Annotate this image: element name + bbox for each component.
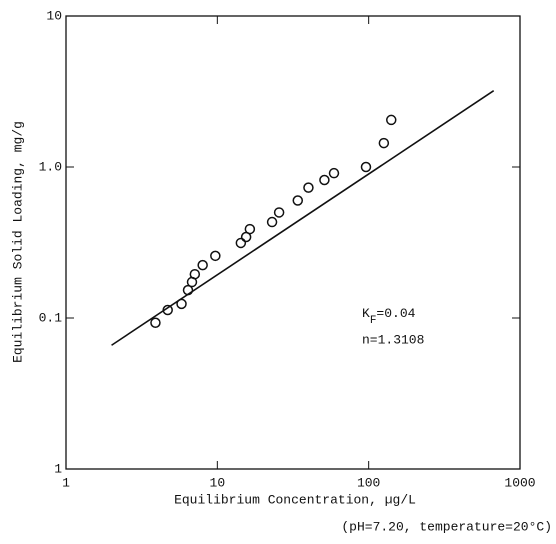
data-point: [273, 207, 285, 218]
y-tick-label: 1.0: [39, 159, 62, 174]
y-tick-label: 10: [46, 8, 62, 23]
y-axis-label: Equilibrium Solid Loading, mg/g: [10, 121, 25, 363]
data-point: [378, 137, 390, 149]
fit-line: [111, 90, 495, 346]
kf-subscript: F: [370, 315, 377, 327]
data-point: [319, 174, 330, 186]
data-point: [266, 216, 278, 228]
data-point: [292, 195, 304, 206]
x-axis-label: Equilibrium Concentration, µg/L: [174, 492, 416, 507]
note: (pH=7.20, temperature=20°C): [341, 519, 552, 534]
data-point: [244, 223, 256, 235]
data-point: [150, 317, 161, 329]
x-tick-label: 1000: [504, 475, 535, 490]
data-point: [210, 250, 221, 262]
kf-symbol: K: [362, 306, 370, 321]
data-point: [328, 167, 340, 179]
y-tick-label: 0.1: [39, 310, 63, 325]
data-point: [182, 284, 194, 296]
data-point: [197, 259, 208, 271]
annotation-kf: KF=0.04: [362, 306, 416, 326]
plot-frame: [65, 15, 521, 470]
x-tick-label: 100: [357, 475, 380, 490]
annotation-n: n=1.3108: [362, 332, 424, 347]
data-point: [303, 182, 314, 193]
x-tick-label: 10: [210, 475, 226, 490]
data-point: [235, 237, 247, 249]
data-point: [189, 268, 201, 280]
data-point: [176, 298, 187, 310]
data-point: [385, 114, 397, 126]
kf-value: =0.04: [376, 306, 415, 321]
data-point: [360, 161, 372, 173]
x-tick-label: 1: [62, 475, 70, 490]
y-tick-label: 1: [54, 461, 62, 476]
data-point: [162, 304, 173, 316]
